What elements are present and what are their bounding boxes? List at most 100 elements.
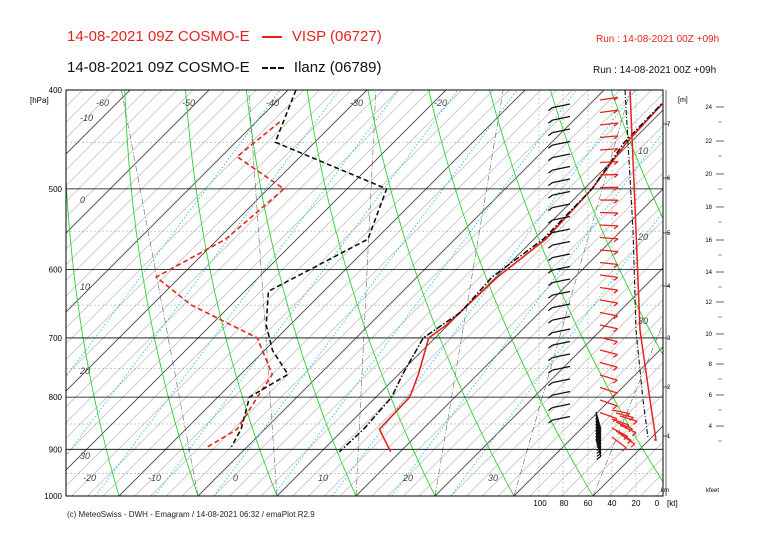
ilanz-wind-barb-flag [547, 294, 553, 299]
ilanz-wind-barb-shaft [595, 429, 602, 448]
ilanz-wind-barb-shaft [552, 303, 571, 309]
visp-wind-barb-shaft [599, 374, 618, 381]
moist-adiabat-line [121, 90, 199, 496]
kfeet-tick-label: 18 [705, 205, 712, 211]
ilanz-wind-barb-shaft [552, 165, 571, 171]
ilanz-wind-barb-shaft [552, 290, 571, 296]
bottom-temperature-label: 0 [233, 473, 238, 483]
visp-wind-barb-shaft [599, 109, 618, 114]
visp-wind-barb [611, 436, 627, 452]
visp-wind-barb [599, 173, 619, 178]
visp-wind-barb [599, 399, 618, 410]
ilanz-wind-barb [547, 165, 571, 174]
dry-adiabat-line [306, 90, 436, 496]
isotherm-line [118, 90, 526, 496]
isotherm-line [0, 90, 4, 496]
ilanz-wind-barb [547, 253, 571, 262]
visp-wind-barb [619, 433, 636, 448]
ilanz-wind-barb-flag [547, 157, 553, 162]
isotherm-line [66, 90, 336, 360]
moist-adiabat-line [434, 90, 504, 496]
isotherm-line [466, 299, 663, 496]
visp-wind-barb-flag [621, 447, 627, 452]
ilanz-wind-barb-shaft [552, 215, 571, 221]
isotherm-line [66, 90, 178, 202]
visp-wind-barb [599, 349, 618, 358]
profile-lines [154, 90, 663, 453]
mixing-ratio-line [272, 90, 577, 496]
km-tick-label: 7 [667, 122, 671, 128]
visp-wind-barb-shaft [599, 349, 618, 356]
ilanz-wind-barb-shaft [552, 178, 571, 184]
isotherm-line [308, 141, 663, 496]
ilanz-wind-barb-flag [596, 455, 602, 460]
pressure-unit-label: [hPa] [30, 96, 49, 105]
ilanz-wind-barb-shaft [552, 415, 571, 421]
isotherm-line [592, 425, 663, 496]
visp-wind-barb-flag [613, 251, 619, 256]
isotherm-line [577, 409, 663, 496]
plot-frame [65, 89, 664, 497]
ilanz-wind-barb-shaft [552, 353, 571, 359]
ilanz-wind-barb [547, 303, 571, 312]
wind-speed-unit: [kt] [667, 499, 678, 508]
ilanz-wind-barb [547, 240, 571, 249]
ilanz-wind-barb-flag [547, 194, 553, 199]
ilanz-wind-barb [547, 328, 571, 337]
isotherm-line [71, 90, 478, 496]
visp-run-label: Run : 14-08-2021 00Z +09h [596, 34, 720, 45]
pressure-tick-label: 500 [49, 185, 63, 194]
visp-wind-barb-shaft [599, 122, 618, 126]
ilanz-wind-barb-flag [547, 169, 553, 174]
visp-wind-barb-shaft [599, 399, 618, 407]
bottom-temperature-label: -20 [83, 473, 96, 483]
km-axis-footer: km [661, 488, 669, 494]
kfeet-tick-label: 14 [705, 270, 712, 276]
km-axis-title: [m] [678, 97, 688, 104]
diagonal-label: 20 [637, 232, 648, 242]
visp-wind-barb-flag [631, 432, 637, 437]
diagonal-label: 10 [638, 146, 648, 156]
visp-wind-barb-shaft [599, 299, 618, 304]
isotherm-line [66, 90, 146, 171]
ilanz-wind-barb-shaft [552, 240, 571, 246]
visp-wind-barb-shaft [619, 433, 636, 445]
plot-border [65, 89, 664, 497]
isotherm-line [719, 90, 766, 496]
ilanz-wind-barb [547, 290, 571, 299]
ilanz-wind-barb [547, 140, 571, 149]
visp-wind-barb-shaft [599, 274, 618, 278]
isotherm-line [450, 283, 663, 496]
visp-wind-barb [599, 249, 619, 256]
kfeet-tick-label: 20 [705, 172, 712, 178]
isotherm-line [66, 90, 273, 297]
ilanz-wind-barb-shaft [552, 378, 571, 384]
visp-wind-barb-flag [613, 353, 618, 358]
ilanz-wind-barb-flag [547, 257, 553, 262]
visp-wind-barb-shaft [599, 361, 618, 368]
ilanz-wind-barb-shaft [552, 278, 571, 284]
visp-station-label: VISP (06727) [291, 28, 382, 45]
visp-wind-barb-flag [613, 328, 618, 333]
ilanz-wind-barb-flag [547, 394, 553, 399]
mixing-ratio-line [154, 90, 459, 496]
visp-wind-barb-shaft [615, 421, 633, 430]
ilanz-wind-barb [547, 203, 571, 212]
visp-wind-barb [599, 186, 619, 191]
visp-wind-barb-shaft [615, 412, 634, 419]
wind-speed-label: 100 [533, 499, 547, 508]
ilanz-wind-barb-flag [547, 307, 553, 312]
ilanz-wind-barb-shaft [595, 438, 602, 457]
visp-legend-swatch [261, 36, 282, 39]
visp-wind-barb [619, 415, 638, 425]
isotherm-line [355, 188, 663, 496]
moist-adiabat-line [355, 90, 377, 496]
isotherm-label: 20 [79, 366, 90, 376]
visp-wind-barb [599, 386, 618, 397]
ilanz-wind-barb [547, 215, 571, 224]
ilanz-wind-barb-shaft [595, 435, 602, 454]
ilanz-wind-barb-shaft [552, 315, 571, 321]
isotherm-label: -60 [96, 98, 109, 108]
isotherm-line [66, 90, 462, 487]
